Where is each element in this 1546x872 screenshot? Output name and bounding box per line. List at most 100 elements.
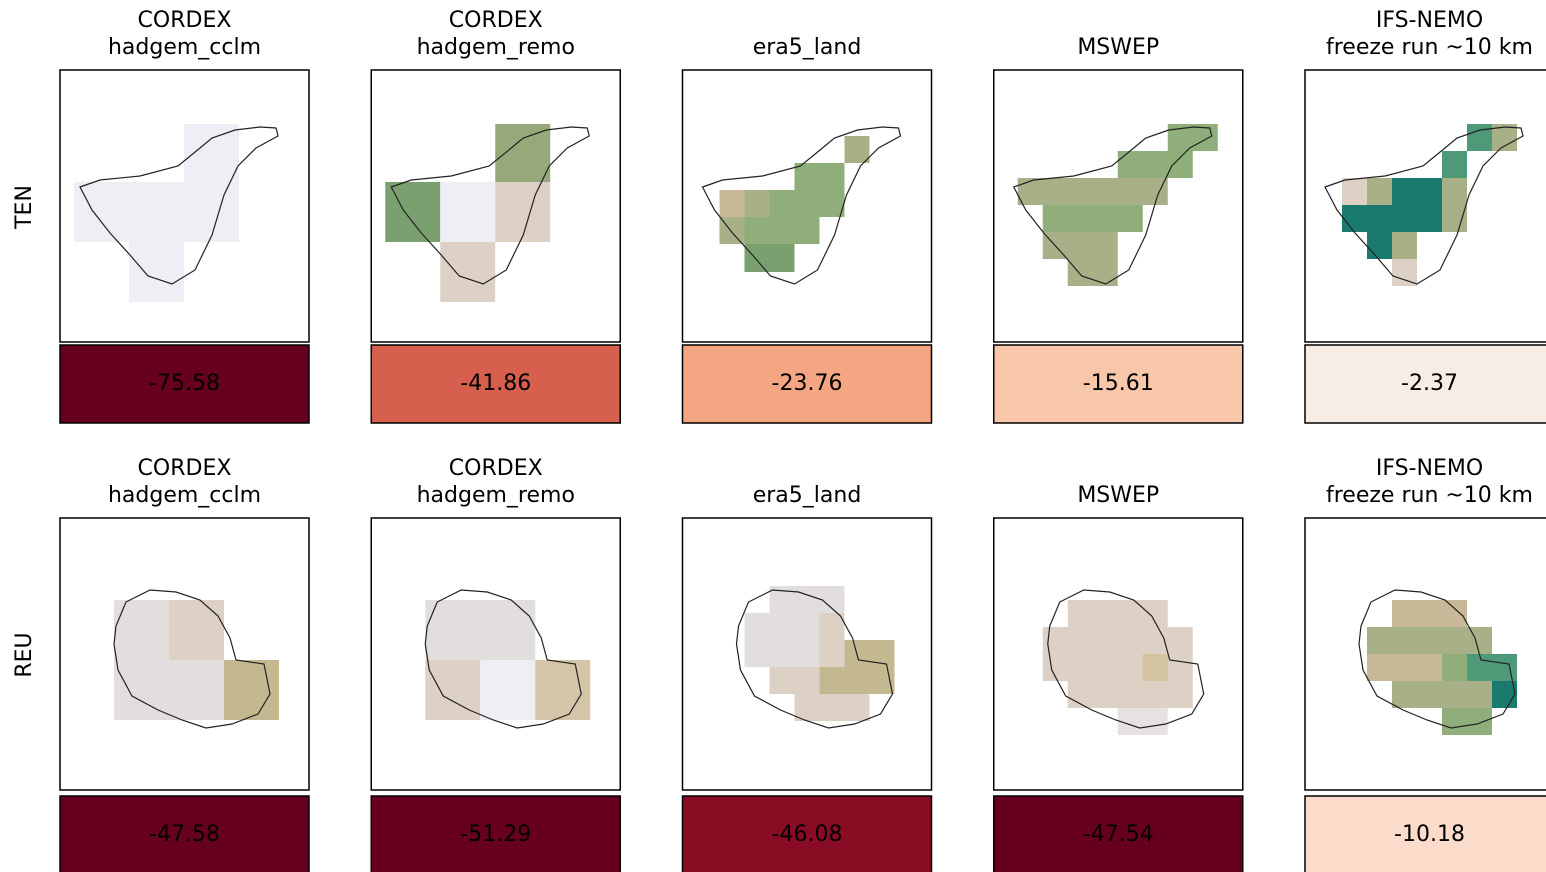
grid-cell [1142,654,1168,681]
map-panel [1304,517,1546,791]
panel-title: CORDEX [138,8,232,33]
map-panel [370,69,621,343]
panel-title: era5_land [753,483,862,508]
panel-title: IFS-NEMO [1376,8,1483,33]
value-label: -15.61 [1083,371,1154,396]
grid-cell [744,190,770,217]
value-label: -51.29 [460,822,531,847]
grid-cell [1017,178,1168,205]
map-frame [993,517,1244,791]
grid-cell [1442,205,1467,232]
grid-cell [1392,259,1417,286]
grid-cell [1117,708,1168,735]
grid-cell [1392,681,1492,708]
island-outline [113,589,271,729]
grid-cell [184,124,239,182]
grid-cell [1042,627,1193,681]
value-label: -46.08 [772,822,843,847]
panel-title: freeze run ~10 km [1326,35,1533,60]
grid-cell [1067,600,1168,627]
panel-title: freeze run ~10 km [1326,483,1533,508]
island-outline [735,589,894,729]
map-panel [681,517,933,791]
grid-cell [114,600,169,660]
panel-title: CORDEX [449,8,543,33]
value-label: -10.18 [1394,822,1465,847]
grid-cell [440,182,496,242]
value-box [370,795,621,872]
grid-cell [769,190,845,217]
grid-cell [114,660,224,720]
grid-cell [1042,232,1118,259]
value-label: -47.58 [149,822,220,847]
grid-cell [1442,178,1467,205]
map-panel [993,517,1244,791]
map-panel [59,69,310,343]
grid-cell [1442,151,1467,178]
map-frame [370,517,621,791]
island-outline [1358,589,1516,729]
grid-cell [719,190,745,217]
map-frame [993,69,1244,343]
map-frame [1304,69,1546,343]
grid-cell [1342,178,1367,205]
grid-cell [425,600,536,660]
value-label: -75.58 [149,371,220,396]
grid-cell [1367,232,1392,259]
value-label: -2.37 [1401,371,1458,396]
island-outline [390,126,590,285]
panel-title: MSWEP [1077,35,1159,60]
grid-cell [495,124,551,182]
grid-cell [440,242,496,302]
island-outline [1047,589,1205,729]
row-label: TEN [12,185,37,230]
grid-cell [129,242,184,302]
panel-title: era5_land [753,35,862,60]
grid-cell [744,217,820,244]
grid-cell [224,660,279,720]
grid-cell [844,136,870,163]
grid-cell [1467,654,1517,681]
value-box [681,795,933,872]
value-label: -47.54 [1083,822,1154,847]
grid-cell [425,660,481,720]
grid-cell [495,182,551,242]
grid-cell [1392,232,1417,259]
grid-cell [819,613,845,640]
grid-cell [744,613,820,667]
map-panel [681,69,933,343]
grid-cell [1067,681,1193,708]
map-panel [370,517,621,791]
grid-cell [1042,205,1143,232]
value-box [59,344,310,424]
value-box [993,795,1244,872]
grid-cell [74,182,239,242]
grid-cell [1392,178,1442,232]
island-outline [1012,126,1213,285]
value-box [59,795,310,872]
value-box [1304,344,1546,424]
map-frame [681,69,933,343]
panel-title: IFS-NEMO [1376,456,1483,481]
value-label: -23.76 [772,371,843,396]
grid-cell [794,163,845,190]
grid-cell [1367,178,1392,205]
island-outline [1324,126,1524,285]
grid-cell [169,600,224,660]
island-outline [424,589,582,729]
row-label: REU [12,632,37,677]
map-panel [59,517,310,791]
grid-cell [535,660,591,720]
panel-title: CORDEX [449,456,543,481]
island-outline [701,126,902,285]
grid-cell [1367,627,1492,654]
map-panel [1304,69,1546,343]
map-frame [1304,517,1546,791]
map-frame [59,517,310,791]
grid-cell [480,660,536,720]
panel-title: CORDEX [138,456,232,481]
panel-title: MSWEP [1077,483,1159,508]
value-box [1304,795,1546,872]
